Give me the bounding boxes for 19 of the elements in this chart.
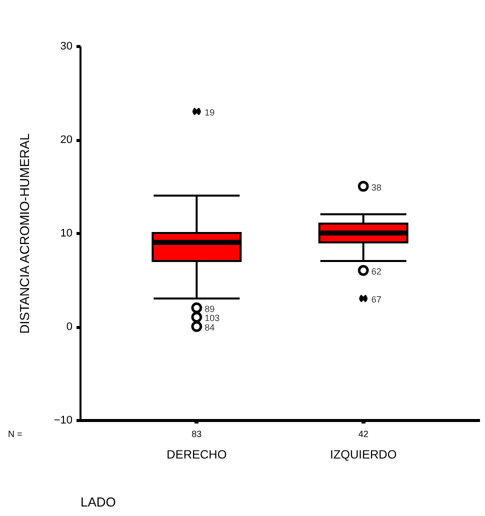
y-tick-label: −10 [54, 414, 72, 426]
x-axis-title: LADO [80, 494, 116, 510]
text: 42 [358, 429, 368, 439]
y-tick-label: 30 [60, 40, 72, 52]
annotation: 62 [371, 266, 382, 276]
x-tick-label: DERECHO [166, 448, 227, 462]
y-tick-label: 10 [60, 228, 72, 240]
y-tick-label: 20 [60, 134, 72, 146]
y-tick-label: 0 [66, 321, 72, 333]
annotation: 103 [204, 313, 220, 324]
annotation: 89 [204, 304, 215, 314]
x-tick-label: IZQUIERDO [330, 448, 397, 462]
annotation: 19 [204, 107, 215, 118]
annotation: 67 [371, 294, 382, 304]
text: 83 [192, 429, 202, 439]
text: N = [8, 429, 22, 439]
annotation: 84 [204, 322, 215, 332]
annotation: 38 [371, 182, 382, 192]
y-axis-title: DISTANCIA ACROMIO-HUMERAL [16, 133, 32, 334]
